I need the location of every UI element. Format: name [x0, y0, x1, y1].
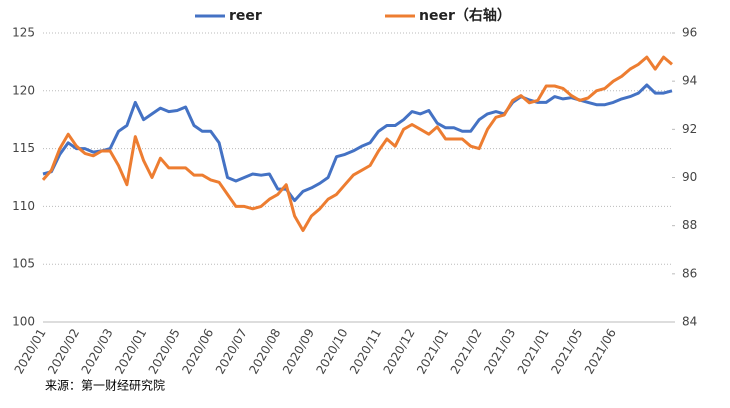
y2-tick-label: 90 — [682, 170, 697, 184]
x-tick-label: 2021/02 — [448, 326, 485, 376]
x-tick-label: 2020/05 — [146, 326, 183, 376]
series-line — [41, 55, 673, 232]
x-tick-label: 2020/12 — [381, 326, 418, 376]
y-tick-label: 100 — [12, 315, 35, 329]
y-tick-label: 105 — [12, 257, 35, 271]
x-tick-label: 2020/10 — [313, 326, 350, 376]
x-tick-label: 2021/01 — [414, 326, 451, 376]
x-tick-label: 2021/06 — [582, 326, 619, 376]
x-tick-label: 2020/11 — [347, 326, 384, 376]
x-tick-label: 2020/01 — [112, 326, 149, 376]
x-tick-label: 2020/03 — [79, 326, 116, 376]
x-tick-label: 2020/08 — [246, 326, 283, 376]
y2-tick-label: 96 — [682, 26, 697, 40]
legend-label: reer — [229, 8, 262, 24]
y-tick-label: 125 — [12, 26, 35, 40]
x-tick-label: 2020/09 — [280, 326, 317, 376]
x-tick-label: 2020/02 — [45, 326, 82, 376]
x-tick-label: 2020/01 — [12, 326, 49, 376]
y2-tick-label: 88 — [682, 218, 697, 232]
y-tick-label: 115 — [12, 141, 35, 155]
y2-tick-label: 94 — [682, 74, 697, 88]
legend-label: neer（右轴） — [419, 7, 511, 24]
x-tick-label: 2021/01 — [515, 326, 552, 376]
source: 来源：第一财经研究院 — [45, 378, 165, 393]
x-tick-label: 2020/06 — [179, 326, 216, 376]
y-tick-label: 120 — [12, 83, 35, 97]
y2-tick-label: 92 — [682, 122, 697, 136]
y-tick-label: 110 — [12, 199, 35, 213]
x-tick-label: 2021/05 — [548, 326, 585, 376]
series-line — [42, 83, 673, 203]
y2-tick-label: 86 — [682, 266, 697, 280]
y2-tick-label: 84 — [682, 315, 697, 329]
x-tick-label: 2020/07 — [213, 326, 250, 376]
x-tick-label: 2021/03 — [481, 326, 518, 376]
